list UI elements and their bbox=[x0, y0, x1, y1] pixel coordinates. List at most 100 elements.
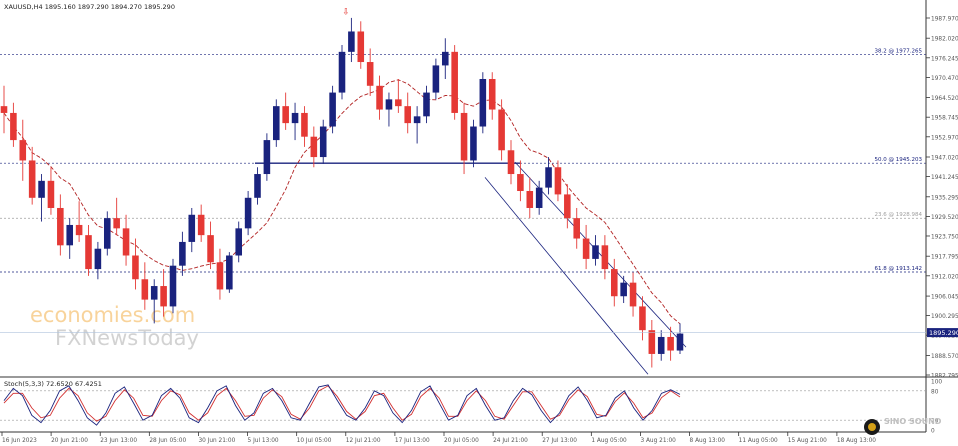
candle-body bbox=[629, 282, 637, 307]
candle-body bbox=[404, 106, 412, 124]
candle-body bbox=[507, 150, 515, 175]
candle-body bbox=[498, 109, 505, 151]
candle-body bbox=[226, 255, 233, 290]
candle-body bbox=[338, 51, 346, 93]
time-tick-label: 8 Aug 13:00 bbox=[690, 438, 726, 444]
candle-body bbox=[75, 224, 83, 236]
stoch-signal-line bbox=[3, 385, 681, 422]
candle-body bbox=[272, 106, 280, 141]
price-tick-label: 1906.045 bbox=[931, 295, 958, 301]
candle-body bbox=[244, 197, 252, 229]
arrow-marker: ⇩ bbox=[342, 8, 350, 18]
candle-body bbox=[348, 31, 355, 52]
time-tick-label: 10 Jul 05:00 bbox=[297, 438, 332, 444]
candle-body bbox=[601, 245, 609, 270]
candle-body bbox=[535, 187, 543, 208]
price-tick-label: 1976.245 bbox=[931, 56, 958, 62]
time-tick-label: 24 Jul 21:00 bbox=[493, 438, 528, 444]
fib-level-label: 61.8 @ 1913.142 bbox=[875, 266, 923, 272]
candle-body bbox=[57, 207, 64, 246]
price-tick-label: 1941.245 bbox=[931, 175, 958, 181]
channel-upper bbox=[514, 161, 687, 348]
candle-body bbox=[207, 235, 214, 263]
candle-body bbox=[564, 194, 571, 219]
candle-body bbox=[423, 92, 430, 117]
candle-body bbox=[0, 106, 8, 113]
candle-body bbox=[113, 218, 120, 229]
arrow-markers: ⇩⇩ bbox=[342, 8, 459, 72]
candle-body bbox=[169, 265, 177, 307]
candle-body bbox=[441, 51, 449, 66]
candle-body bbox=[235, 228, 243, 256]
price-tick-label: 1888.570 bbox=[931, 354, 958, 360]
candle-body bbox=[301, 112, 308, 137]
candle-body bbox=[413, 116, 421, 124]
symbol-info: XAUUSD,H4 1895.160 1897.290 1894.270 189… bbox=[4, 3, 175, 11]
time-tick-label: 5 Jul 13:00 bbox=[248, 438, 279, 444]
price-tick-label: 1987.970 bbox=[931, 17, 958, 23]
candle-body bbox=[385, 99, 393, 110]
stoch-scale-label: 20 bbox=[931, 419, 939, 425]
candle-body bbox=[216, 262, 224, 290]
price-tick-label: 1900.295 bbox=[931, 314, 958, 320]
price-tick-label: 1917.795 bbox=[931, 255, 958, 261]
candle-body bbox=[610, 269, 618, 297]
time-tick-label: 17 Jul 13:00 bbox=[395, 438, 430, 444]
candle-body bbox=[573, 218, 581, 239]
stoch-label: Stoch(5,3,3) 72.6520 67.4251 bbox=[4, 380, 102, 388]
stoch-main-line bbox=[3, 384, 681, 426]
time-tick-label: 18 Aug 13:00 bbox=[837, 438, 876, 444]
time-tick-label: 23 Jun 13:00 bbox=[100, 438, 137, 444]
candle-body bbox=[366, 62, 374, 86]
candle-body bbox=[517, 174, 524, 192]
time-tick-label: 1 Aug 05:00 bbox=[591, 438, 627, 444]
candle-body bbox=[85, 235, 92, 270]
current-price-box bbox=[927, 328, 958, 338]
candle-body bbox=[132, 255, 139, 280]
time-tick-label: 3 Aug 21:00 bbox=[640, 438, 676, 444]
time-tick-label: 15 Aug 21:00 bbox=[788, 438, 827, 444]
time-tick-label: 20 Jun 21:00 bbox=[51, 438, 88, 444]
candle-body bbox=[667, 336, 674, 351]
candle-body bbox=[329, 92, 336, 127]
watermark-economies: economies.com bbox=[30, 303, 195, 327]
stoch-scale: 100 80 20 0 bbox=[0, 380, 942, 435]
candle-body bbox=[282, 106, 289, 124]
fib-level-label: 23.6 @ 1928.984 bbox=[875, 212, 923, 218]
candle-body bbox=[479, 78, 487, 127]
candle-body bbox=[19, 140, 27, 161]
candle-body bbox=[179, 241, 186, 266]
time-tick-label: 12 Jul 21:00 bbox=[346, 438, 381, 444]
stochastic-lines bbox=[3, 384, 681, 426]
brand-name: SINO SOUND bbox=[884, 417, 942, 426]
candle-body bbox=[639, 306, 646, 331]
time-tick-label: 30 Jun 21:00 bbox=[198, 438, 235, 444]
price-tick-label: 1935.295 bbox=[931, 195, 958, 201]
candle-body bbox=[122, 228, 130, 256]
price-tick-label: 1952.970 bbox=[931, 135, 958, 141]
watermark-fxnewstoday: FXNewsToday bbox=[55, 326, 199, 350]
descending-channel bbox=[484, 161, 687, 375]
stoch-scale-label: 80 bbox=[931, 389, 939, 395]
price-tick-label: 1970.470 bbox=[931, 76, 958, 82]
time-tick-label: 16 Jun 2023 bbox=[2, 438, 37, 444]
candle-body bbox=[150, 286, 158, 300]
candle-body bbox=[460, 112, 468, 161]
candle-body bbox=[648, 330, 656, 354]
candle-body bbox=[357, 31, 365, 63]
time-axis[interactable]: 16 Jun 2023 20 Jun 21:00 23 Jun 13:00 28 Ju… bbox=[1, 432, 876, 444]
fib-level-label: 50.0 @ 1945.203 bbox=[875, 157, 923, 163]
arrow-marker: ⇩ bbox=[451, 62, 459, 72]
time-tick-label: 27 Jul 13:00 bbox=[542, 438, 577, 444]
candle-body bbox=[451, 51, 458, 113]
channel-lower bbox=[484, 177, 649, 375]
price-tick-label: 1912.020 bbox=[931, 274, 958, 280]
price-tick-label: 1958.745 bbox=[931, 116, 958, 122]
price-tick-label: 1982.020 bbox=[931, 37, 958, 43]
candle-body bbox=[160, 286, 167, 307]
candle-body bbox=[488, 78, 496, 110]
candle-body bbox=[592, 245, 599, 259]
candle-body bbox=[376, 85, 383, 110]
candle-body bbox=[197, 214, 205, 236]
